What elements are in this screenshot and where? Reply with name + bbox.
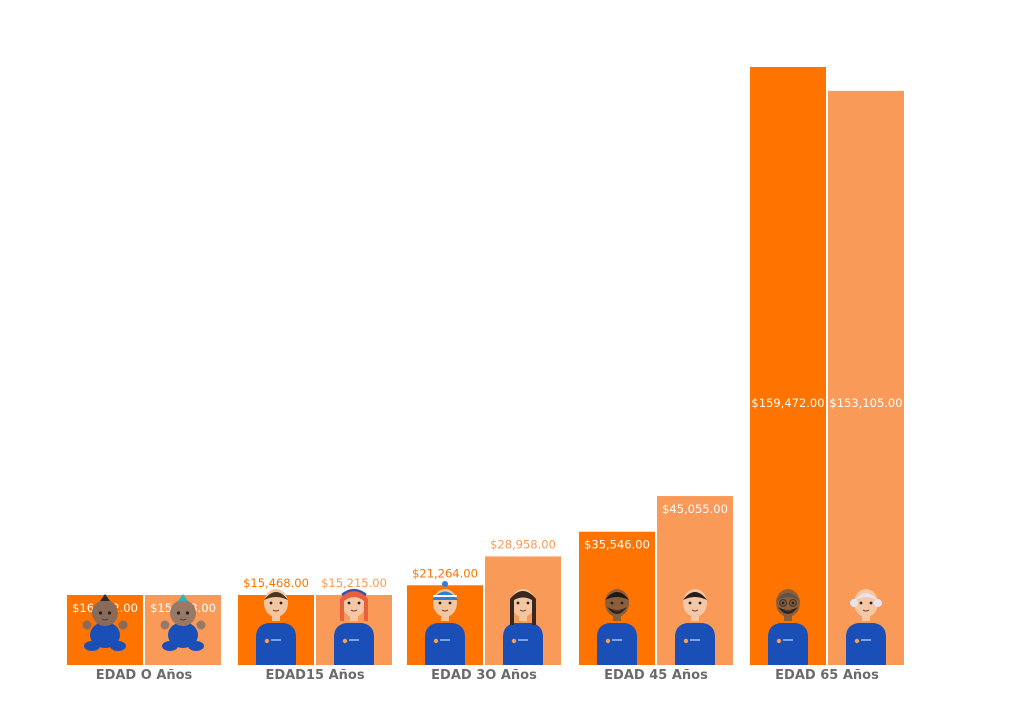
person-senior-icon-8 xyxy=(768,589,808,665)
person-adult-icon-5 xyxy=(503,589,543,665)
value-label-1-3: $21,264.00 xyxy=(412,566,478,580)
bar-2-5 xyxy=(828,90,904,666)
value-label-2-3: $28,958.00 xyxy=(490,537,556,551)
person-adult-icon-4 xyxy=(425,581,465,665)
category-label-2: EDAD15 Años xyxy=(265,668,364,683)
value-label-1-5: $159,472.00 xyxy=(751,396,824,410)
category-label-1: EDAD O Años xyxy=(96,668,193,683)
person-young-icon-2 xyxy=(256,589,296,665)
category-label-3: EDAD 3O Años xyxy=(431,668,537,683)
category-label-5: EDAD 65 Años xyxy=(775,668,879,683)
person-baby-icon-1 xyxy=(160,594,206,651)
value-label-2-4: $45,055.00 xyxy=(662,502,728,516)
value-label-2-2: $15,215.00 xyxy=(321,576,387,590)
person-senior-icon-9 xyxy=(846,589,886,665)
category-label-4: EDAD 45 Años xyxy=(604,668,708,683)
person-adult-icon-7 xyxy=(675,589,715,665)
person-baby-icon-0 xyxy=(82,594,128,651)
value-label-2-5: $153,105.00 xyxy=(829,396,902,410)
person-adult-icon-6 xyxy=(597,589,637,665)
bar-1-5 xyxy=(750,67,826,665)
value-label-1-4: $35,546.00 xyxy=(584,538,650,552)
person-young-icon-3 xyxy=(334,588,374,665)
value-label-1-2: $15,468.00 xyxy=(243,576,309,590)
